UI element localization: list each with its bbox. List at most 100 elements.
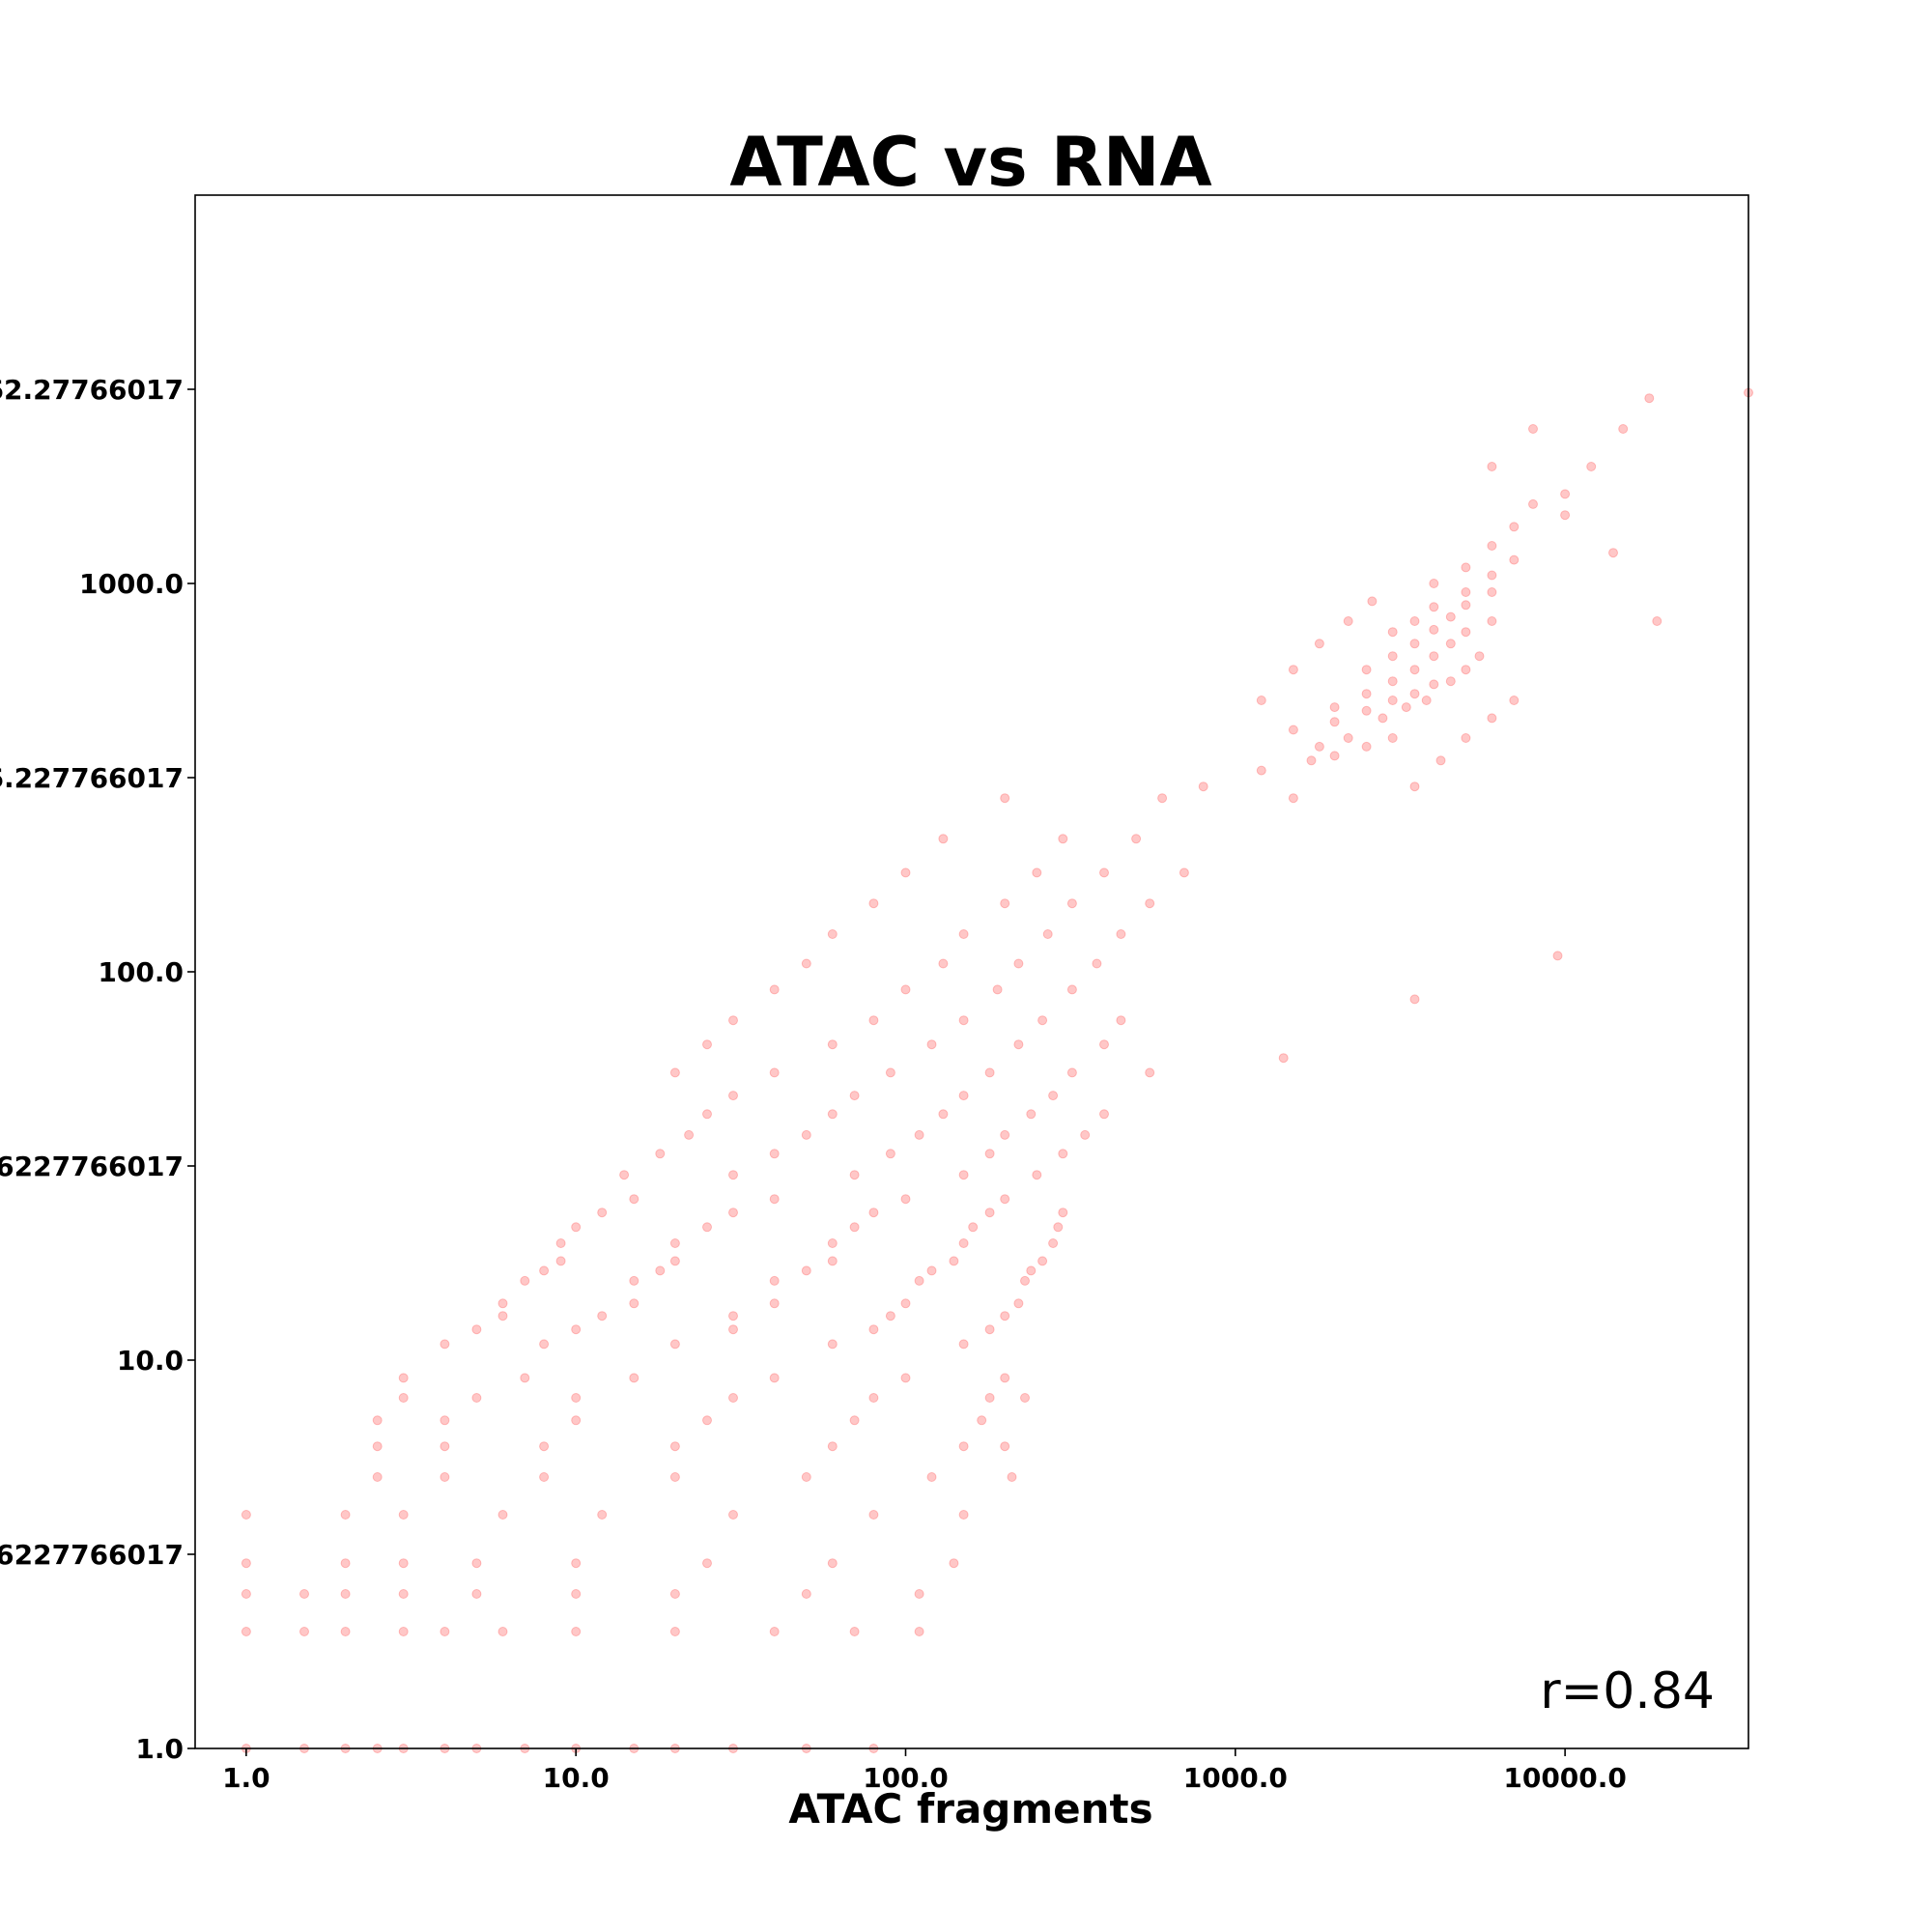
data-point (1487, 587, 1497, 597)
data-point (539, 1472, 550, 1482)
data-point (669, 1589, 680, 1599)
data-point (1256, 765, 1266, 776)
data-point (801, 1589, 811, 1599)
data-point (398, 1373, 409, 1383)
data-point (1314, 639, 1324, 649)
data-point (299, 1627, 309, 1636)
data-point (1099, 1039, 1109, 1050)
data-point (958, 1441, 969, 1452)
data-point (398, 1589, 409, 1599)
data-point (1474, 651, 1485, 662)
data-point (629, 1194, 639, 1205)
data-point (984, 1208, 995, 1218)
data-point (1461, 600, 1471, 611)
data-point (571, 1627, 582, 1636)
data-point (938, 958, 949, 969)
data-point (440, 1441, 450, 1452)
data-point (728, 1324, 738, 1335)
data-point (1000, 1311, 1010, 1321)
data-point (571, 1558, 582, 1569)
data-point (984, 1149, 995, 1159)
data-point (1487, 541, 1497, 551)
data-point (827, 1256, 838, 1266)
data-point (1037, 1015, 1048, 1026)
data-point (769, 1298, 780, 1309)
data-point (900, 1194, 911, 1205)
data-point (1421, 696, 1432, 705)
data-point (340, 1589, 351, 1599)
data-point (1461, 733, 1471, 743)
data-point (958, 1510, 969, 1520)
data-point (1288, 724, 1298, 735)
data-point (539, 1339, 550, 1350)
data-point (1000, 793, 1010, 804)
data-point (471, 1324, 482, 1335)
data-point (1367, 596, 1378, 607)
data-point (949, 1256, 959, 1266)
data-point (669, 1627, 680, 1636)
data-point (520, 1373, 530, 1383)
data-point (1429, 624, 1439, 635)
data-point (1445, 639, 1456, 649)
data-point (1644, 393, 1655, 404)
data-point (669, 1339, 680, 1350)
data-point (241, 1510, 251, 1520)
data-point (241, 1558, 251, 1569)
data-point (1000, 1129, 1010, 1140)
data-point (769, 1067, 780, 1078)
data-point (1000, 898, 1010, 909)
data-point (398, 1510, 409, 1520)
data-point (571, 1222, 582, 1233)
x-tick-label: 10000.0 (1503, 1762, 1627, 1794)
data-point (1387, 627, 1398, 638)
data-point (241, 1627, 251, 1636)
data-point (958, 1339, 969, 1350)
data-point (1066, 1067, 1077, 1078)
data-point (728, 1091, 738, 1101)
data-point (1026, 1265, 1037, 1276)
data-point (938, 834, 949, 844)
data-point (1361, 689, 1372, 699)
data-point (1487, 462, 1497, 471)
x-tick-label: 1.0 (222, 1762, 270, 1794)
data-point (1000, 1441, 1010, 1452)
x-tick-label: 10.0 (543, 1762, 610, 1794)
data-point (1387, 733, 1398, 743)
data-point (1552, 951, 1563, 961)
data-point (1378, 713, 1388, 724)
data-point (827, 1558, 838, 1569)
data-point (900, 1373, 911, 1383)
data-point (900, 867, 911, 878)
data-point (1429, 651, 1439, 662)
data-point (914, 1589, 924, 1599)
data-point (1329, 751, 1340, 761)
y-ticks: 1.0 3.16227766017 10.0 31.6227766017 100.0 31… (0, 374, 195, 1765)
data-point (1608, 548, 1618, 558)
data-point (926, 1039, 937, 1050)
data-point (849, 1415, 860, 1426)
data-point (885, 1149, 895, 1159)
data-point (471, 1558, 482, 1569)
data-point (926, 1472, 937, 1482)
data-point (984, 1393, 995, 1403)
data-point (769, 984, 780, 995)
data-point (398, 1627, 409, 1636)
data-point (1429, 679, 1439, 690)
data-point (1560, 510, 1571, 521)
data-point (1042, 929, 1053, 939)
data-point (702, 1415, 712, 1426)
data-point (669, 1067, 680, 1078)
data-point (1509, 696, 1520, 705)
data-point (1487, 713, 1497, 724)
data-point (914, 1275, 924, 1286)
data-point (669, 1238, 680, 1248)
data-point (827, 1441, 838, 1452)
data-point (241, 1589, 251, 1599)
y-tick-label: 1000.0 (79, 568, 184, 600)
data-point (1013, 1298, 1024, 1309)
data-point (1361, 665, 1372, 675)
data-point (539, 1441, 550, 1452)
data-point (555, 1238, 566, 1248)
data-point (958, 1238, 969, 1248)
data-point (1618, 424, 1629, 434)
